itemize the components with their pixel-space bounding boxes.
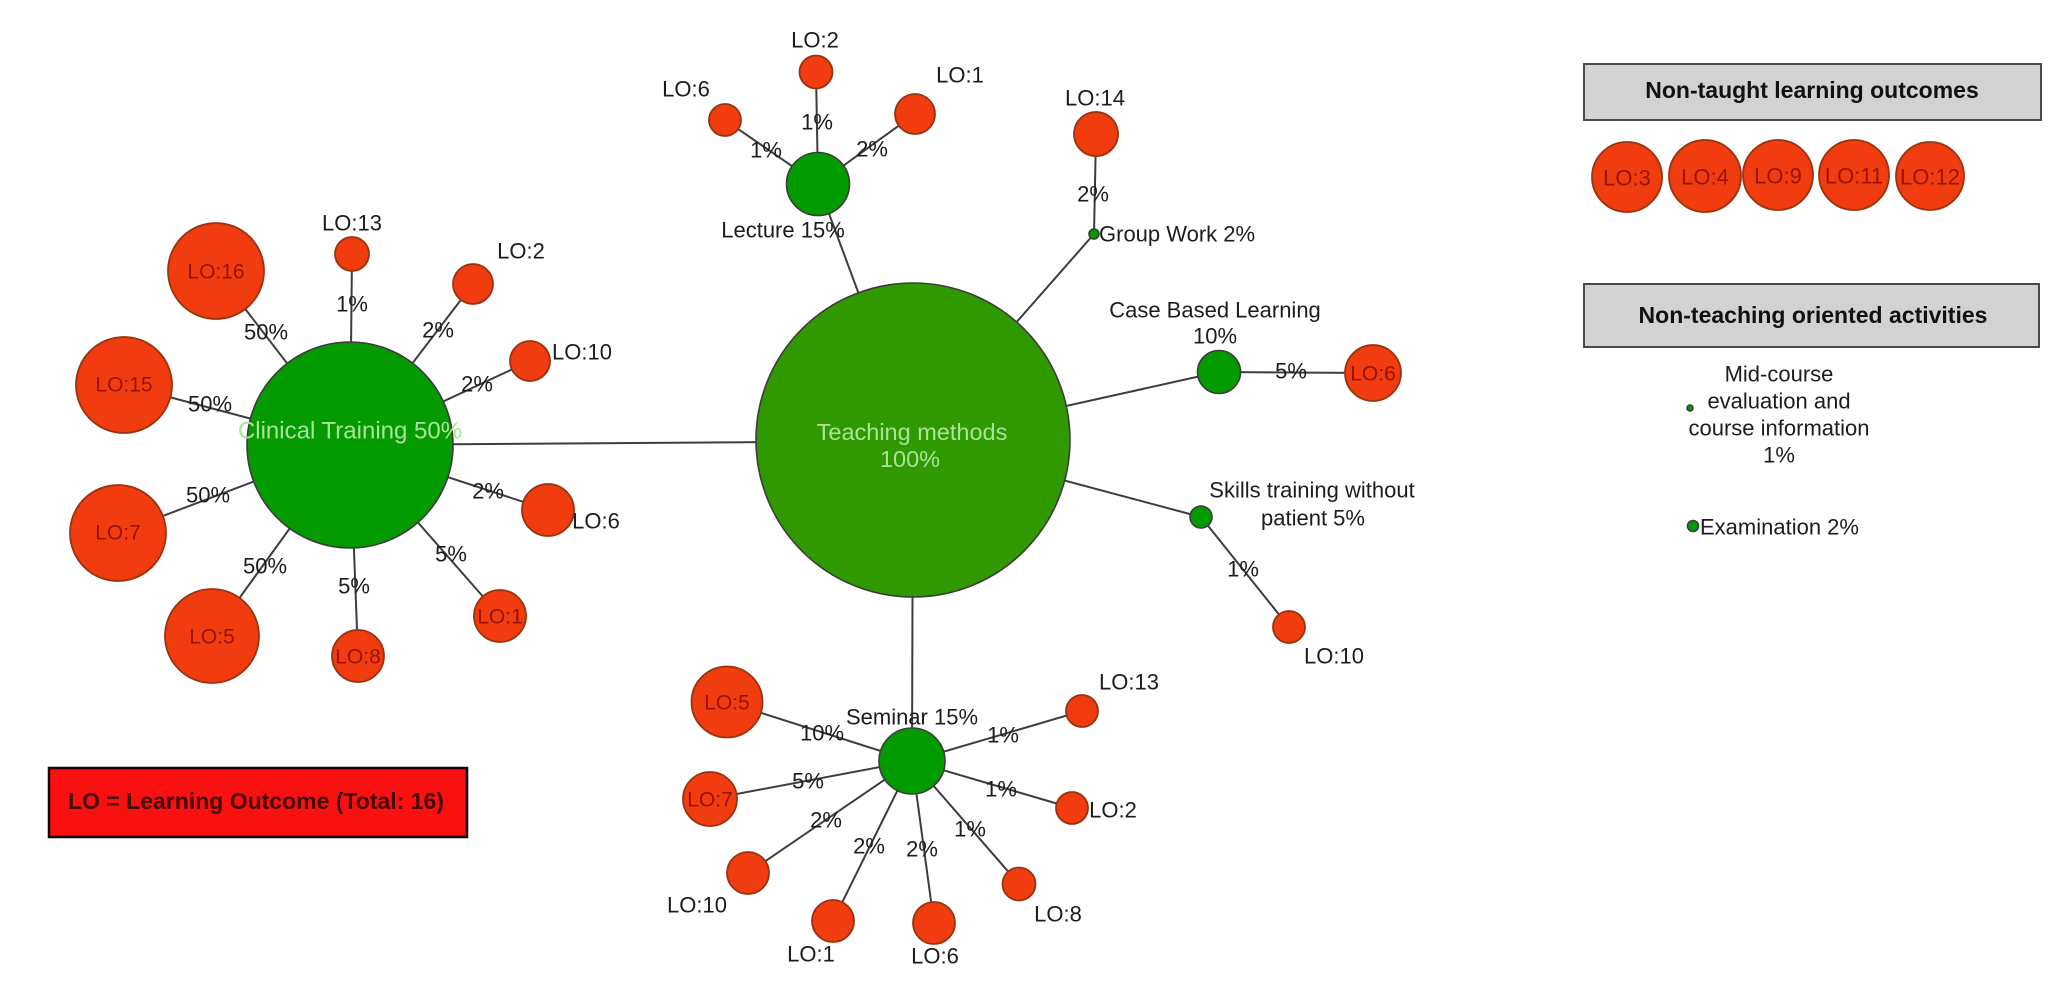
svg-text:LO:8: LO:8 (1034, 902, 1082, 927)
svg-text:LO:7: LO:7 (687, 789, 733, 812)
svg-text:5%: 5% (792, 769, 824, 794)
svg-text:2%: 2% (422, 318, 454, 343)
svg-text:10%: 10% (800, 721, 844, 746)
svg-text:LO:5: LO:5 (189, 626, 235, 649)
svg-text:LO:10: LO:10 (552, 340, 612, 365)
svg-text:LO:13: LO:13 (1099, 670, 1159, 695)
svg-text:2%: 2% (856, 137, 888, 162)
svg-text:50%: 50% (186, 483, 230, 508)
svg-text:1%: 1% (1227, 557, 1259, 582)
svg-text:LO:12: LO:12 (1900, 165, 1960, 190)
svg-text:2%: 2% (810, 808, 842, 833)
svg-text:LO:2: LO:2 (1089, 798, 1137, 823)
svg-text:Clinical Training 50%: Clinical Training 50% (238, 418, 462, 445)
svg-text:Case Based Learning: Case Based Learning (1109, 298, 1321, 323)
svg-text:2%: 2% (853, 834, 885, 859)
svg-text:Seminar 15%: Seminar 15% (846, 705, 978, 730)
svg-text:2%: 2% (461, 372, 493, 397)
svg-text:LO:4: LO:4 (1681, 165, 1729, 190)
svg-text:Examination 2%: Examination 2% (1700, 515, 1859, 540)
svg-text:LO:5: LO:5 (704, 692, 750, 715)
svg-text:50%: 50% (188, 392, 232, 417)
svg-text:LO:7: LO:7 (95, 522, 141, 545)
svg-text:LO:6: LO:6 (662, 77, 710, 102)
svg-text:LO:6: LO:6 (911, 944, 959, 969)
svg-text:2%: 2% (472, 479, 504, 504)
svg-text:LO:8: LO:8 (335, 646, 381, 669)
svg-text:LO:1: LO:1 (787, 942, 835, 967)
svg-text:LO:3: LO:3 (1603, 166, 1651, 191)
svg-text:1%: 1% (336, 292, 368, 317)
svg-text:LO:1: LO:1 (936, 63, 984, 88)
svg-text:Skills training without: Skills training without (1209, 478, 1414, 503)
svg-text:10%: 10% (1193, 324, 1237, 349)
svg-text:5%: 5% (1275, 359, 1307, 384)
svg-text:LO = Learning Outcome (Total:: LO = Learning Outcome (Total: 16) (68, 788, 444, 814)
svg-text:1%: 1% (954, 817, 986, 842)
svg-text:Lecture 15%: Lecture 15% (721, 218, 845, 243)
svg-text:LO:6: LO:6 (1350, 363, 1396, 386)
svg-text:LO:14: LO:14 (1065, 86, 1125, 111)
svg-text:LO:2: LO:2 (791, 28, 839, 53)
svg-text:LO:1: LO:1 (477, 606, 523, 629)
svg-text:50%: 50% (244, 320, 288, 345)
svg-text:LO:9: LO:9 (1754, 164, 1802, 189)
svg-text:1%: 1% (801, 110, 833, 135)
svg-text:1%: 1% (750, 138, 782, 163)
svg-text:evaluation and: evaluation and (1707, 389, 1850, 414)
svg-text:1%: 1% (985, 777, 1017, 802)
svg-text:Non-teaching oriented activiti: Non-teaching oriented activities (1639, 302, 1988, 328)
svg-text:5%: 5% (435, 542, 467, 567)
svg-text:patient 5%: patient 5% (1261, 506, 1365, 531)
svg-text:Mid-course: Mid-course (1725, 362, 1834, 387)
svg-text:Non-taught learning outcomes: Non-taught learning outcomes (1645, 77, 1979, 103)
svg-text:1%: 1% (987, 723, 1019, 748)
svg-text:1%: 1% (1763, 443, 1795, 468)
svg-text:LO:2: LO:2 (497, 239, 545, 264)
svg-text:50%: 50% (243, 554, 287, 579)
svg-text:100%: 100% (880, 446, 940, 472)
svg-text:2%: 2% (1077, 182, 1109, 207)
svg-text:LO:11: LO:11 (1825, 164, 1883, 189)
svg-text:LO:13: LO:13 (322, 211, 382, 236)
svg-text:5%: 5% (338, 574, 370, 599)
svg-text:LO:6: LO:6 (572, 509, 620, 534)
svg-text:2%: 2% (906, 837, 938, 862)
svg-text:LO:16: LO:16 (187, 261, 244, 284)
svg-text:Group Work 2%: Group Work 2% (1099, 222, 1255, 247)
svg-text:LO:10: LO:10 (1304, 644, 1364, 669)
svg-text:LO:15: LO:15 (95, 374, 152, 397)
svg-text:course information: course information (1689, 416, 1870, 441)
svg-text:Teaching methods: Teaching methods (817, 419, 1008, 445)
svg-text:LO:10: LO:10 (667, 893, 727, 918)
